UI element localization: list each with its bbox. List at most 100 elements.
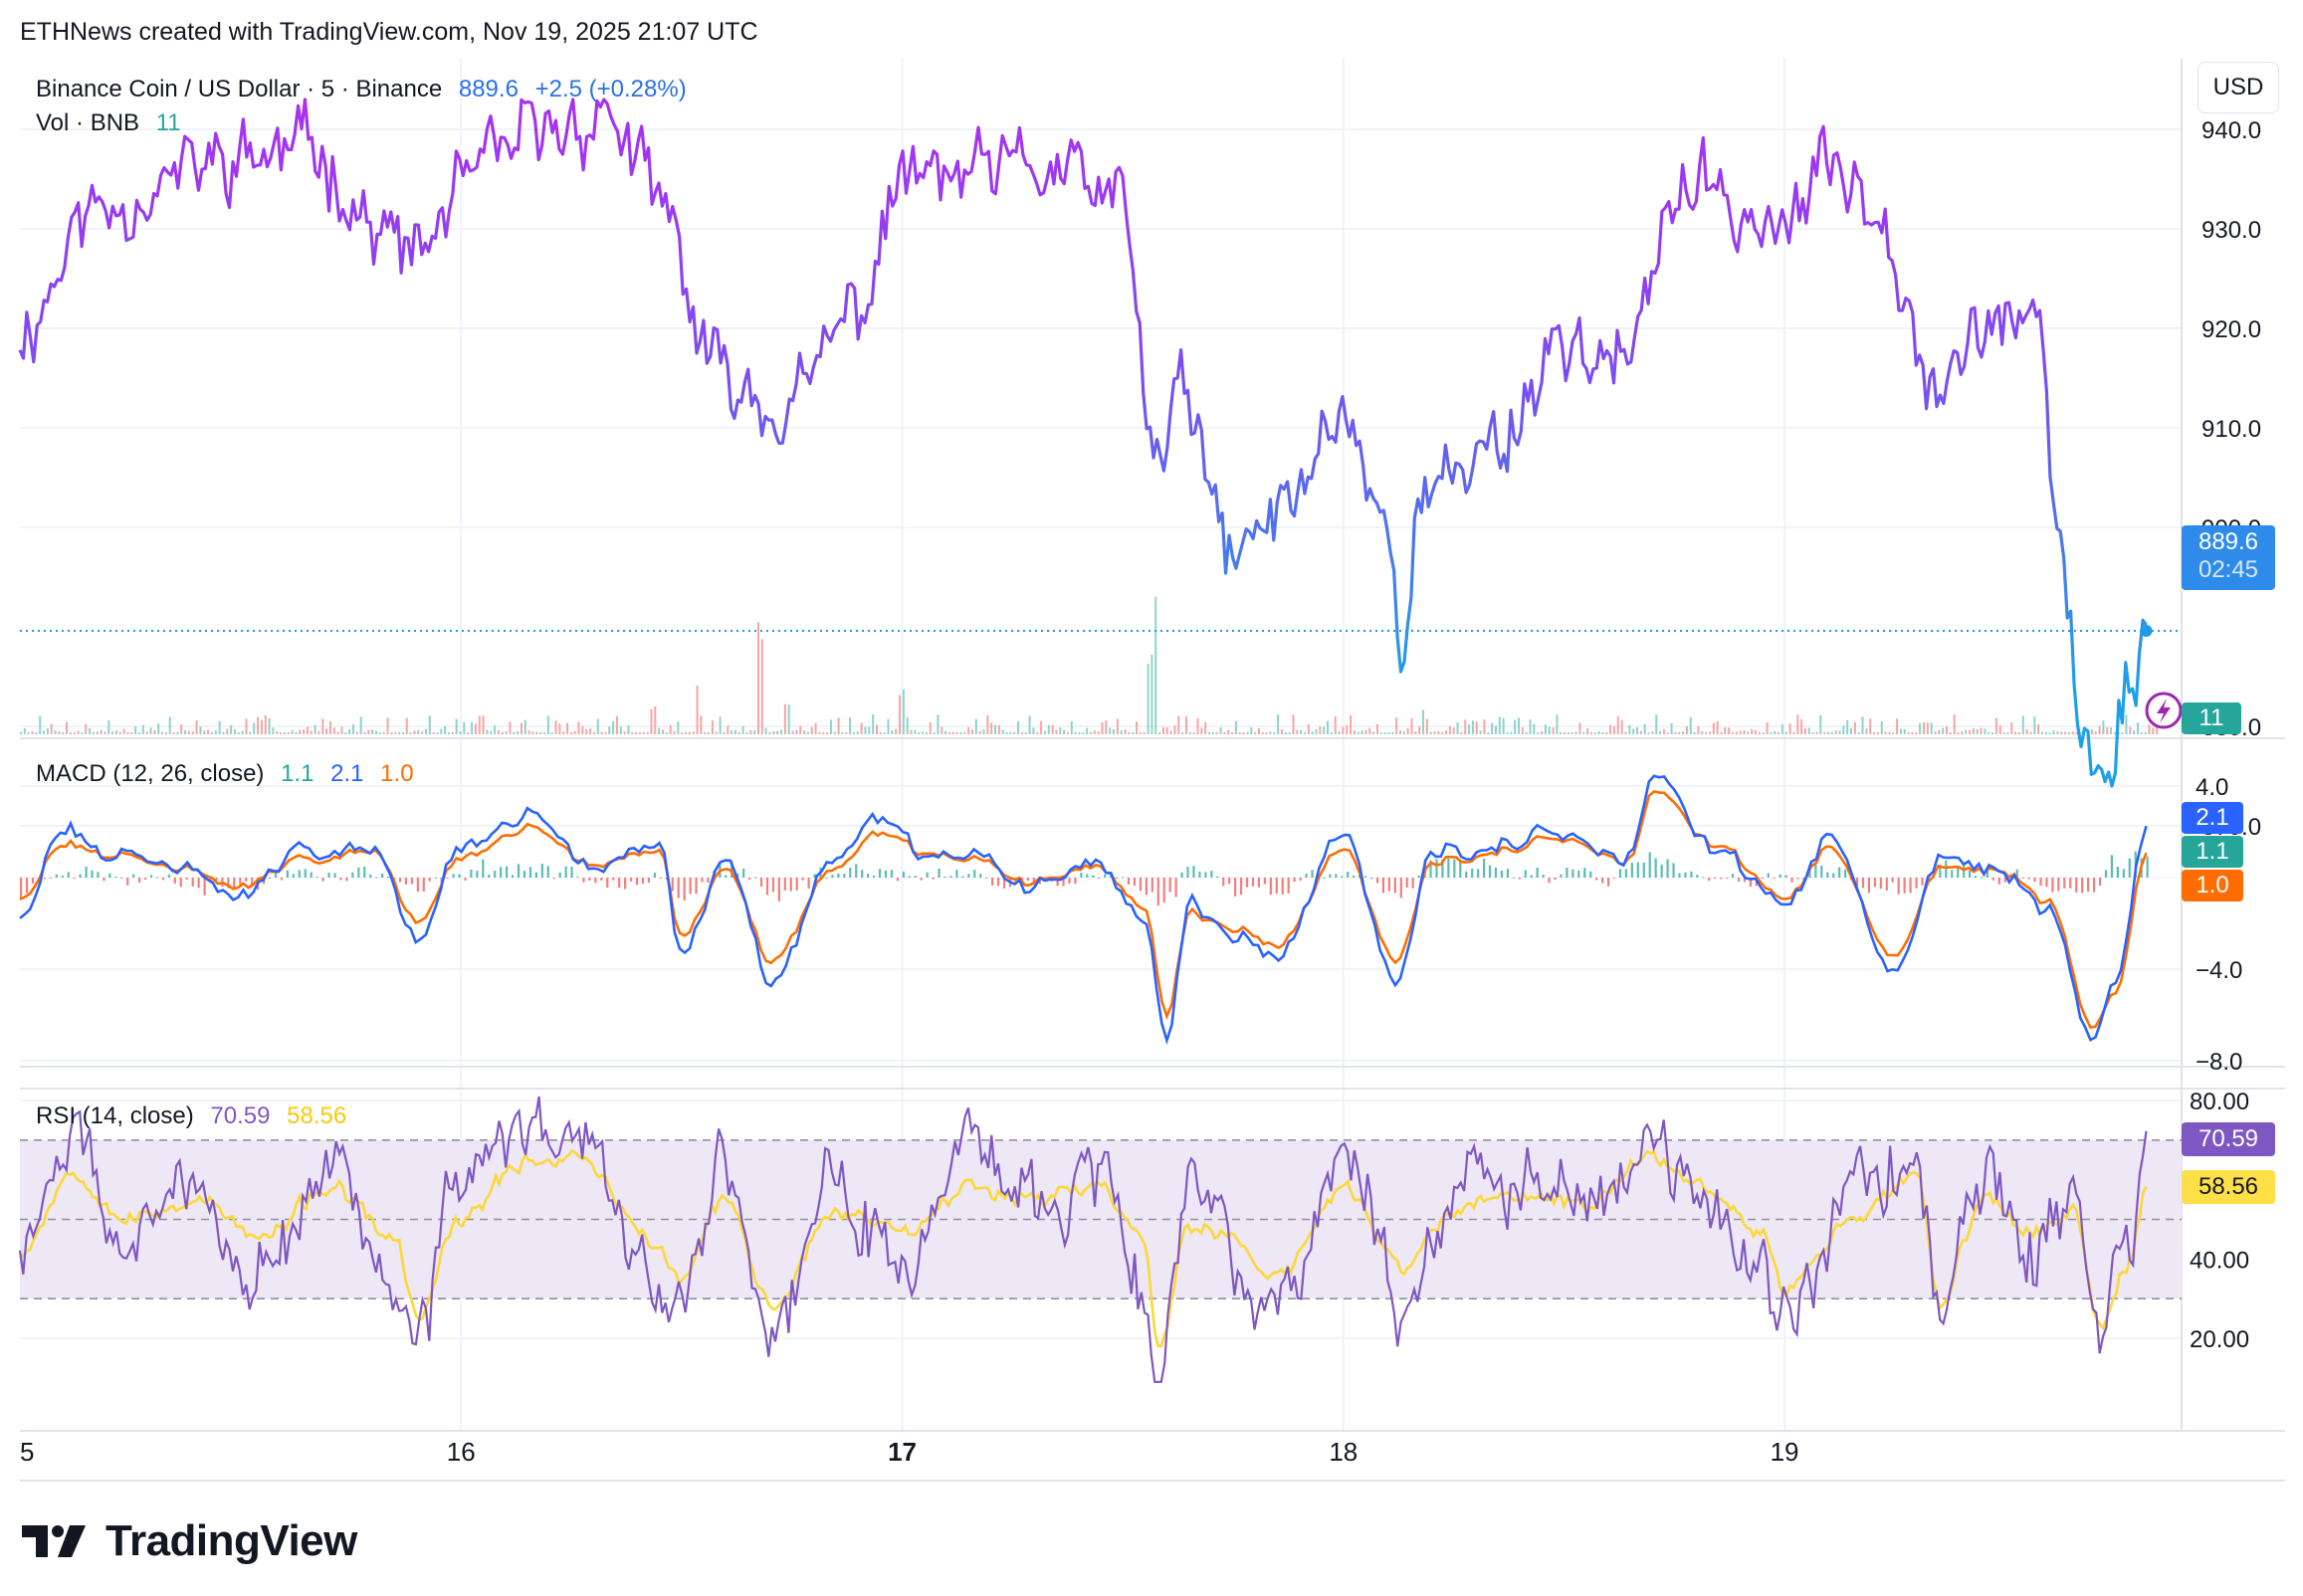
volume-bar [708, 731, 711, 734]
volume-bar [1616, 715, 1619, 734]
macd-histogram-bar [339, 878, 342, 881]
macd-histogram-bar [470, 869, 473, 878]
volume-bar [490, 730, 493, 734]
volume-legend[interactable]: Vol · BNB 11 [36, 109, 191, 137]
volume-bar [1823, 731, 1826, 734]
volume-bar [2110, 726, 2113, 734]
macd-histogram-bar [1026, 878, 1029, 882]
volume-bar [340, 726, 343, 734]
macd-histogram-bar [1879, 878, 1882, 890]
macd-histogram-bar [404, 878, 408, 885]
volume-bar [852, 731, 855, 734]
macd-histogram-bar [731, 861, 733, 878]
volume-bar [1452, 727, 1455, 734]
volume-bar [257, 716, 260, 734]
volume-bar [527, 730, 530, 734]
volume-bar [2017, 731, 2020, 734]
rsi-ma-value: 58.56 [287, 1102, 347, 1129]
macd-histogram-bar [1002, 878, 1006, 889]
volume-bar [658, 727, 661, 734]
macd-histogram-bar [1116, 878, 1119, 880]
macd-histogram-bar [1844, 869, 1847, 878]
macd-histogram-bar [647, 878, 651, 883]
macd-histogram-bar [943, 876, 946, 878]
macd-histogram-bar [1074, 878, 1077, 885]
macd-histogram-bar [138, 878, 141, 884]
macd-histogram-bar [85, 866, 88, 878]
macd-histogram-bar [97, 872, 100, 878]
macd-histogram-bar [1601, 878, 1604, 884]
macd-histogram-bar [659, 878, 662, 879]
macd-histogram-bar [725, 875, 728, 878]
macd-legend[interactable]: MACD (12, 26, close) 1.1 2.1 1.0 [36, 760, 424, 788]
currency-button[interactable]: USD [2198, 62, 2279, 113]
macd-histogram-bar [1891, 878, 1894, 883]
time-tick-label: 16 [447, 1437, 476, 1467]
volume-bar [1047, 724, 1050, 734]
volume-bar [1647, 731, 1650, 734]
rsi-legend[interactable]: RSI (14, close) 70.59 58.56 [36, 1102, 356, 1130]
macd-histogram-bar [345, 878, 348, 882]
volume-bar [58, 731, 61, 734]
volume-bar [2002, 731, 2005, 734]
volume-bar [1223, 731, 1226, 734]
volume-bar [1342, 726, 1345, 734]
volume-bar [451, 731, 454, 734]
volume-bar [1574, 731, 1577, 734]
macd-histogram-bar [1939, 864, 1942, 878]
volume-bar [872, 714, 875, 734]
volume-bar [1518, 717, 1520, 734]
volume-bar [31, 731, 34, 734]
volume-bar [688, 731, 691, 734]
macd-histogram-bar [416, 878, 419, 893]
volume-bar [1464, 719, 1467, 734]
macd-histogram-bar [594, 878, 597, 884]
macd-histogram-bar [333, 873, 336, 878]
price-legend[interactable]: Binance Coin / US Dollar · 5 · Binance 8… [36, 76, 697, 103]
macd-histogram-bar [1092, 875, 1095, 878]
macd-histogram-bar [1997, 878, 2000, 885]
volume-bar [731, 729, 733, 734]
volume-bar [1346, 724, 1349, 734]
volume-bar [1036, 731, 1039, 734]
macd-histogram-bar [1139, 878, 1143, 892]
volume-bar [1716, 720, 1719, 734]
lightning-icon[interactable] [2145, 692, 2183, 729]
volume-bar [1984, 728, 1987, 734]
volume-bar [1204, 721, 1207, 734]
volume-bar [1884, 731, 1887, 734]
volume-bar [191, 731, 194, 734]
volume-bar [1510, 731, 1513, 734]
macd-histogram-bar [298, 870, 301, 878]
volume-bar [1965, 729, 1968, 734]
macd-histogram-bar [446, 878, 449, 879]
volume-bar [1090, 731, 1092, 734]
volume-bar [303, 729, 306, 734]
macd-histogram-bar [1145, 878, 1148, 896]
volume-bar [1842, 725, 1845, 734]
volume-bar [685, 731, 688, 734]
tradingview-logo[interactable]: TradingView [22, 1516, 357, 1566]
volume-bar [654, 705, 657, 734]
volume-bar [1494, 725, 1497, 734]
volume-bar [1689, 716, 1692, 734]
macd-histogram-bar [1299, 878, 1302, 882]
volume-bar [92, 731, 95, 734]
volume-bar [168, 716, 171, 734]
volume-bar [355, 731, 358, 734]
macd-histogram-bar [1589, 871, 1592, 878]
volume-bar [1448, 726, 1451, 734]
volume-bar [1755, 730, 1758, 734]
volume-bar [1593, 731, 1596, 734]
macd-histogram-bar [1363, 876, 1367, 878]
macd-histogram-bar [1684, 872, 1687, 878]
volume-bar [978, 730, 981, 734]
volume-bar [1735, 731, 1738, 734]
macd-histogram-bar [1945, 860, 1948, 878]
macd-histogram-bar [552, 878, 555, 880]
volume-bar [1300, 729, 1303, 734]
macd-histogram-bar [576, 877, 579, 879]
volume-bar [85, 723, 88, 734]
volume-bar [1128, 731, 1131, 734]
